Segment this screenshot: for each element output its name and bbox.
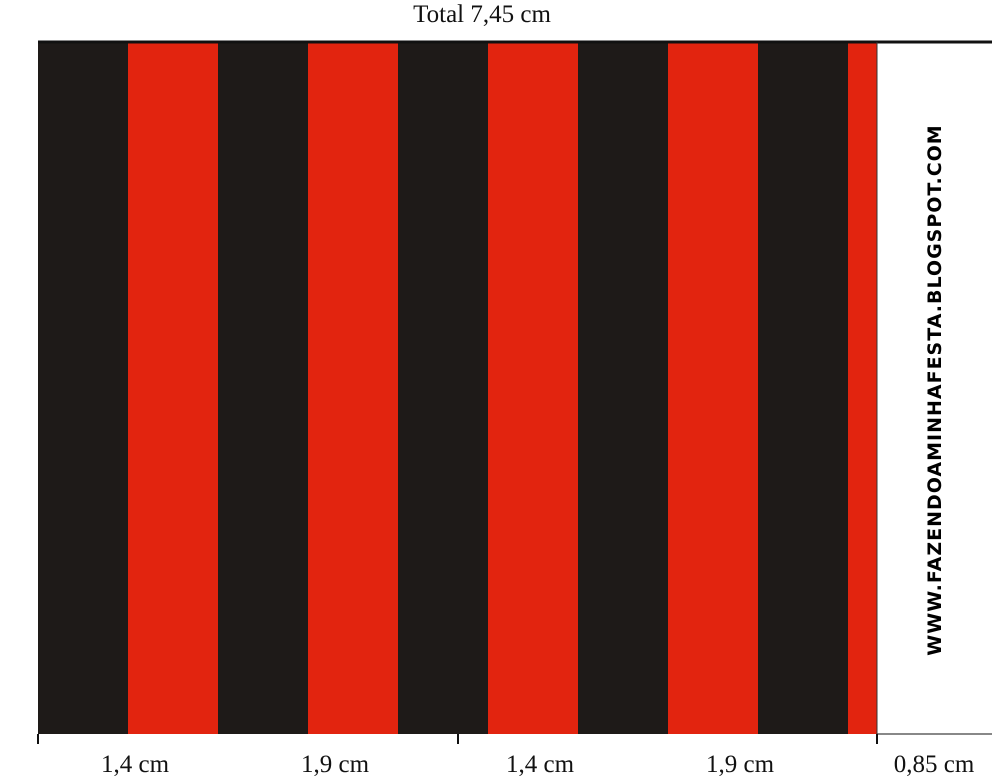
stripes <box>38 42 877 734</box>
black-stripe <box>218 42 308 734</box>
red-stripe <box>308 42 398 734</box>
red-stripe <box>848 42 877 734</box>
measure-label: 1,9 cm <box>706 751 775 778</box>
title: Total 7,45 cm <box>413 1 551 28</box>
measure-label: 1,4 cm <box>506 751 575 778</box>
red-stripe <box>488 42 578 734</box>
black-stripe <box>38 42 128 734</box>
measure-ticks <box>37 734 878 744</box>
measure-label: 0,85 cm <box>894 751 975 778</box>
red-stripe <box>128 42 218 734</box>
measure-label: 1,9 cm <box>301 751 370 778</box>
black-stripe <box>578 42 668 734</box>
measure-label: 1,4 cm <box>101 751 170 778</box>
red-stripe <box>668 42 758 734</box>
black-stripe <box>758 42 848 734</box>
watermark: WWW.FAZENDOAMINHAFESTA.BLOGSPOT.COM <box>924 124 946 655</box>
black-stripe <box>398 42 488 734</box>
